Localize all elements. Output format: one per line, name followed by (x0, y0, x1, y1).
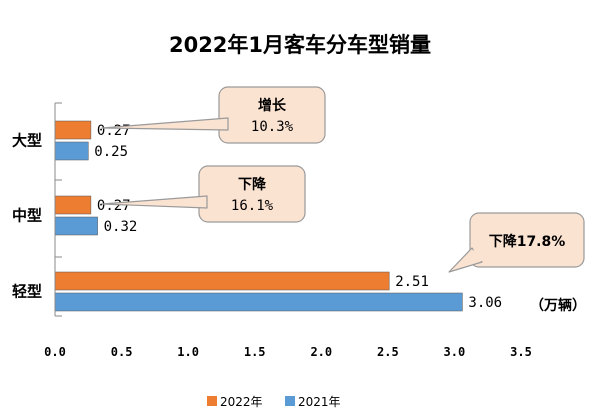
callout-pointer (101, 117, 229, 131)
callout-seam (473, 249, 484, 261)
bar-large-2022 (54, 120, 92, 140)
bar-large-2021 (54, 141, 89, 161)
x-tick-label: 3.0 (444, 345, 466, 359)
callout-line1: 下降17.8% (489, 233, 566, 250)
x-tick-label: 2.0 (310, 345, 332, 359)
category-label-medium: 中型 (12, 207, 42, 225)
callout-line1: 增长 (258, 97, 287, 114)
legend-swatch-2021 (285, 396, 295, 406)
legend: 2022年 2021年 (207, 395, 341, 409)
callout-box (218, 86, 326, 144)
legend-label-2022: 2022年 (220, 395, 263, 409)
x-tick-label: 0.0 (44, 345, 66, 359)
x-tick-label: 0.5 (111, 345, 133, 359)
x-tick-label: 1.0 (177, 345, 199, 359)
callout-layer: 增长 10.3% 下降 16.1% 下降17.8% (101, 86, 585, 273)
callout-line2: 10.3% (251, 119, 294, 135)
data-label-large-2022: 0.27 (97, 123, 131, 139)
bars-layer: 大型 0.27 0.25 中型 0.27 0.32 轻型 2.51 3.06 (12, 120, 502, 312)
bar-medium-2022 (54, 195, 92, 215)
bar-medium-2021 (54, 216, 98, 236)
callout-box (469, 212, 585, 268)
legend-swatch-2022 (207, 396, 217, 406)
unit-label: （万辆） (530, 297, 586, 314)
data-label-light-2022: 2.51 (395, 274, 429, 290)
category-label-large: 大型 (12, 132, 42, 150)
callout-line1: 下降 (238, 176, 267, 193)
bar-light-2022 (54, 271, 390, 291)
x-tick-label: 3.5 (510, 345, 532, 359)
callout-line2: 16.1% (231, 198, 274, 214)
callout-pointer (101, 195, 208, 209)
legend-label-2021: 2021年 (298, 395, 341, 409)
category-label-light: 轻型 (12, 283, 42, 301)
callout-box (198, 165, 306, 223)
x-tick-labels: 0.0 0.5 1.0 1.5 2.0 2.5 3.0 3.5 (44, 345, 532, 359)
data-label-medium-2022: 0.27 (97, 198, 131, 214)
x-tick-label: 2.5 (377, 345, 399, 359)
bar-light-2021 (54, 292, 463, 312)
data-label-medium-2021: 0.32 (104, 219, 138, 235)
x-tick-label: 1.5 (244, 345, 266, 359)
data-label-light-2021: 3.06 (468, 295, 502, 311)
data-label-large-2021: 0.25 (94, 144, 128, 160)
chart-title: 2022年1月客车分车型销量 (169, 33, 431, 57)
